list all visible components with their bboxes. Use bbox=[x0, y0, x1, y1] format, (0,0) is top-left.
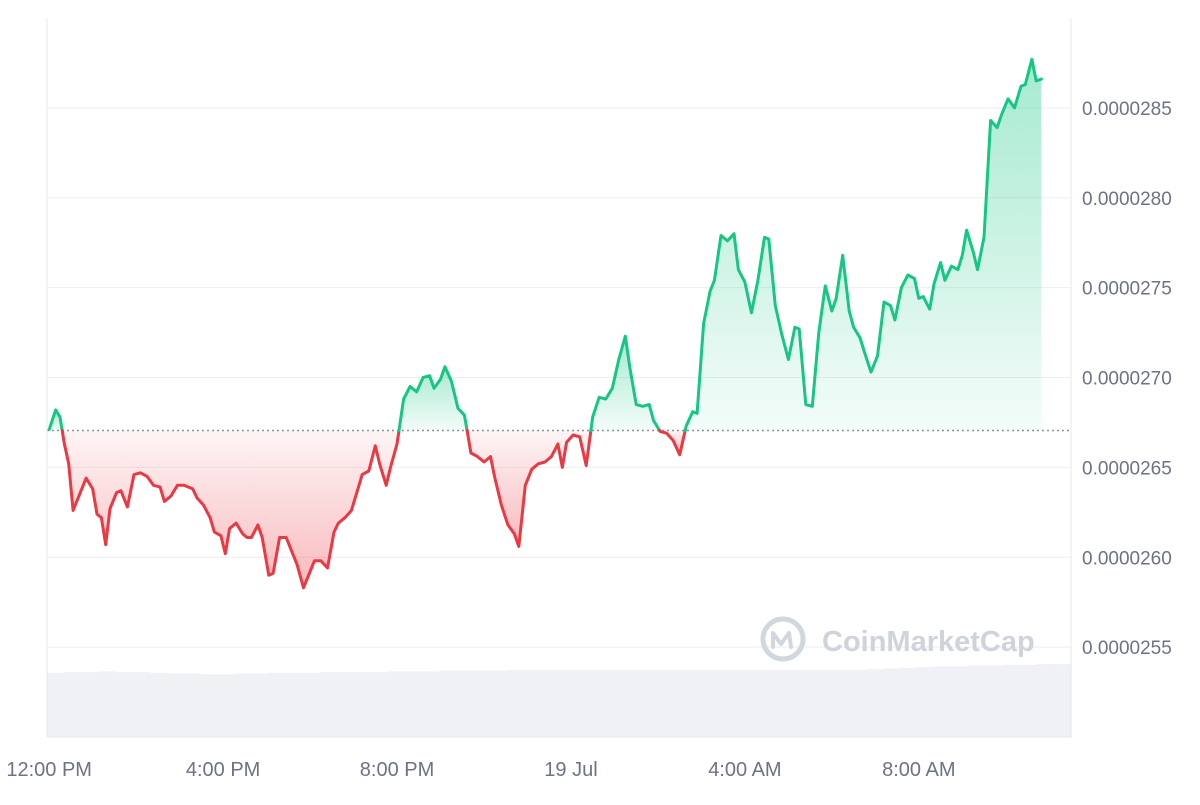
y-tick-label: 0.0000260 bbox=[1082, 548, 1172, 569]
volume-bar bbox=[337, 672, 355, 737]
price-line-down-segment bbox=[465, 429, 593, 548]
volume-bar bbox=[149, 672, 168, 737]
price-line-up-segment bbox=[397, 365, 469, 432]
volume-bar bbox=[559, 669, 577, 737]
volume-bar bbox=[320, 672, 338, 737]
area-below-open bbox=[62, 430, 399, 588]
volume-bar bbox=[405, 671, 424, 737]
volume-bar bbox=[866, 669, 884, 737]
volume-bar bbox=[98, 671, 116, 737]
price-line-down-segment bbox=[658, 429, 687, 457]
y-tick-label: 0.0000280 bbox=[1082, 189, 1172, 210]
volume-bar bbox=[1036, 664, 1055, 737]
volume-bar bbox=[815, 669, 833, 737]
x-tick-label: 4:00 PM bbox=[186, 759, 260, 781]
price-line-up-segment bbox=[47, 408, 64, 432]
volume-bar bbox=[541, 669, 560, 737]
volume-bar bbox=[217, 674, 236, 737]
volume-bar bbox=[1053, 664, 1072, 737]
volume-bar bbox=[849, 669, 867, 737]
volume-bar bbox=[456, 670, 475, 737]
price-line bbox=[47, 57, 1043, 590]
volume-bar bbox=[968, 665, 987, 737]
area-above-open bbox=[685, 59, 1042, 431]
x-tick-label: 8:00 PM bbox=[360, 759, 434, 781]
volume-bar bbox=[763, 669, 782, 737]
volume-bar bbox=[115, 672, 133, 737]
volume-bar bbox=[797, 669, 816, 737]
volume-bar bbox=[234, 673, 253, 737]
volume-bar bbox=[934, 666, 953, 737]
volume-bar bbox=[661, 669, 680, 737]
volume-bar bbox=[473, 670, 492, 737]
volume-bar bbox=[712, 669, 731, 737]
x-tick-label: 8:00 AM bbox=[882, 759, 955, 781]
area-above-open bbox=[399, 366, 468, 431]
x-tick-label: 12:00 PM bbox=[6, 759, 92, 781]
y-tick-label: 0.0000275 bbox=[1082, 279, 1172, 300]
volume-bar bbox=[64, 672, 82, 737]
volume-bar bbox=[900, 667, 918, 737]
volume-bar bbox=[729, 669, 748, 737]
price-line-up-segment bbox=[683, 57, 1043, 432]
volume-bar bbox=[627, 669, 645, 737]
volume-bar bbox=[507, 669, 526, 737]
price-line-up-segment bbox=[589, 334, 662, 432]
area-above-open bbox=[49, 409, 63, 431]
x-axis: 12:00 PM 4:00 PM 8:00 PM 19 Jul 4:00 AM 8:00 … bbox=[6, 759, 955, 781]
volume-bar bbox=[490, 670, 509, 737]
volume-bar bbox=[268, 672, 287, 737]
volume-bar bbox=[183, 673, 202, 737]
x-tick-label: 19 Jul bbox=[544, 759, 597, 781]
volume-bar bbox=[780, 669, 799, 737]
volume-bar bbox=[166, 673, 185, 737]
volume-bar bbox=[200, 674, 219, 737]
coinmarketcap-watermark: CoinMarketCap bbox=[760, 616, 1035, 662]
volume-bar bbox=[695, 669, 714, 737]
volume-bar bbox=[832, 669, 850, 737]
volume-bar bbox=[951, 666, 970, 737]
y-tick-label: 0.0000285 bbox=[1082, 99, 1172, 120]
volume-bar bbox=[354, 672, 372, 737]
volume-bar bbox=[422, 671, 441, 737]
volume-bar bbox=[285, 672, 304, 737]
area-below-open bbox=[659, 430, 686, 455]
volume-bar bbox=[917, 667, 936, 737]
volume-bar bbox=[883, 668, 901, 737]
volume-bar bbox=[132, 672, 150, 737]
volume-bar bbox=[371, 672, 389, 737]
volume-bar bbox=[303, 672, 321, 737]
y-tick-label: 0.0000270 bbox=[1082, 369, 1172, 390]
volume-bar bbox=[251, 673, 270, 737]
y-tick-label: 0.0000265 bbox=[1082, 458, 1172, 479]
watermark-text: CoinMarketCap bbox=[822, 626, 1035, 658]
volume-bar bbox=[1019, 664, 1038, 737]
volume-bar bbox=[576, 669, 594, 737]
volume-bar bbox=[1002, 664, 1021, 737]
area-below-open bbox=[467, 430, 591, 547]
volume-bar bbox=[524, 669, 543, 737]
volume-bar bbox=[644, 669, 662, 737]
volume-bars bbox=[47, 664, 1072, 737]
volume-bar bbox=[593, 669, 611, 737]
y-axis: 0.0000285 0.0000280 0.0000275 0.0000270 0.00… bbox=[1082, 99, 1172, 659]
volume-bar bbox=[388, 671, 406, 737]
volume-bar bbox=[47, 672, 65, 737]
volume-bar bbox=[81, 672, 99, 737]
volume-bar bbox=[678, 669, 697, 737]
grid-lines bbox=[47, 107, 1071, 648]
volume-bar bbox=[746, 669, 765, 737]
volume-bar bbox=[985, 665, 1004, 737]
price-line-down-segment bbox=[60, 429, 401, 590]
x-tick-label: 4:00 AM bbox=[708, 759, 781, 781]
coinmarketcap-logo-icon bbox=[760, 616, 806, 662]
y-tick-label: 0.0000255 bbox=[1082, 638, 1172, 659]
volume-bar bbox=[439, 670, 458, 737]
coinmarketcap-logo-mark bbox=[771, 631, 793, 649]
volume-bar bbox=[610, 669, 628, 737]
